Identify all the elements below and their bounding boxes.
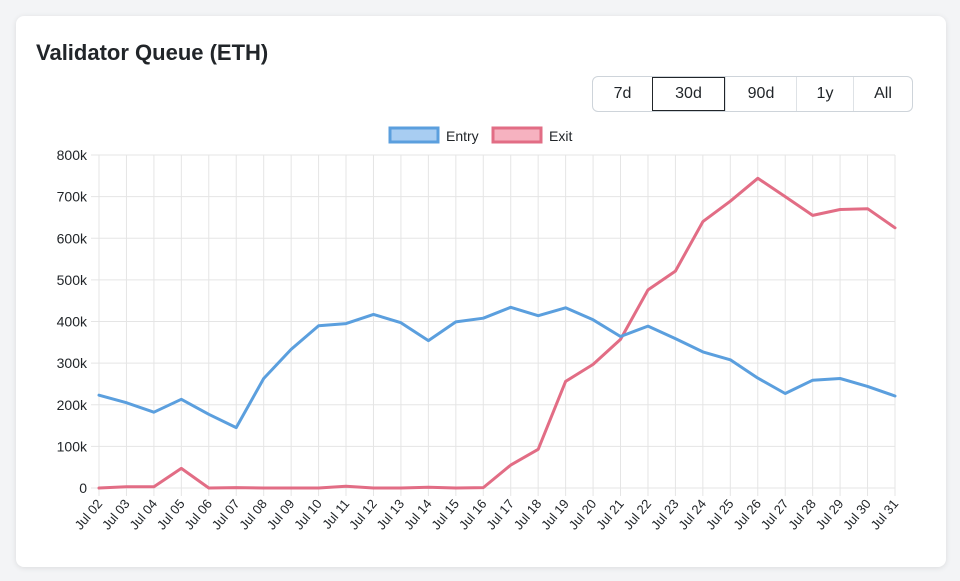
chart-series [97,176,897,490]
legend-item-entry[interactable]: Entry [388,126,479,144]
x-tick-label: Jul 31 [868,496,902,532]
x-tick-label: Jul 23 [648,496,682,532]
x-tick-label: Jul 14 [401,496,435,532]
x-tick-label: Jul 10 [291,496,325,532]
y-tick-label: 600k [57,230,88,246]
y-tick-label: 200k [57,397,88,413]
y-tick-label: 400k [57,314,88,330]
x-tick-label: Jul 22 [620,496,654,532]
x-tick-label: Jul 29 [813,496,847,532]
x-tick-label: Jul 16 [456,496,490,532]
x-tick-label: Jul 24 [675,496,709,532]
page-title: Validator Queue (ETH) [36,40,269,65]
legend-label-exit: Exit [549,128,572,144]
y-tick-label: 100k [57,438,88,454]
range-button-90d[interactable]: 90d [725,77,796,111]
legend-item-exit[interactable]: Exit [491,126,572,144]
range-button-30d[interactable]: 30d [652,77,725,111]
x-tick-label: Jul 28 [785,496,819,532]
x-tick-label: Jul 09 [264,496,298,532]
x-tick-label: Jul 08 [236,496,270,532]
x-tick-label: Jul 21 [593,496,627,532]
x-tick-label: Jul 18 [511,496,545,532]
x-tick-label: Jul 13 [373,496,407,532]
y-tick-label: 500k [57,272,88,288]
series-line-exit [97,176,897,490]
x-tick-label: Jul 19 [538,496,572,532]
x-tick-label: Jul 07 [209,496,243,532]
y-axis-ticks: 0 100k 200k 300k 400k 500k 600k 700k 800k [57,147,88,496]
x-tick-label: Jul 02 [72,496,106,532]
range-button-7d[interactable]: 7d [613,85,632,102]
legend-label-entry: Entry [446,128,479,144]
x-tick-label: Jul 03 [99,496,133,532]
x-tick-label: Jul 11 [319,496,352,531]
x-tick-label: Jul 30 [840,496,874,532]
range-button-1y[interactable]: 1y [796,77,853,111]
series-line-entry [97,305,897,430]
y-tick-label: 0 [79,480,87,496]
x-tick-label: Jul 15 [428,496,462,532]
y-tick-label: 800k [57,147,88,163]
time-range-selector: 7d 30d 90d 1y All [592,76,913,112]
x-tick-label: Jul 06 [181,496,215,532]
x-tick-label: Jul 17 [483,496,517,532]
y-tick-label: 700k [57,189,88,205]
range-button-all[interactable]: All [853,77,912,111]
legend-swatch-exit [491,126,543,144]
y-tick-label: 300k [57,355,88,371]
x-tick-label: Jul 20 [566,496,600,532]
chart-legend[interactable]: Entry Exit [388,126,572,144]
x-tick-label: Jul 04 [126,496,160,532]
x-tick-label: Jul 25 [703,496,737,532]
legend-swatch-entry [388,126,440,144]
x-tick-label: Jul 27 [758,496,792,532]
x-tick-label: Jul 12 [346,496,380,532]
x-tick-label: Jul 05 [154,496,188,532]
x-tick-label: Jul 26 [730,496,764,532]
chart-grid [91,154,896,496]
